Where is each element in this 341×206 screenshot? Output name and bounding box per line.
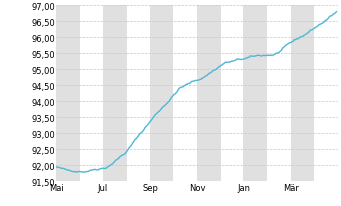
Bar xyxy=(56,6,80,181)
Bar xyxy=(243,6,267,181)
Bar xyxy=(197,6,221,181)
Bar xyxy=(291,6,314,181)
Bar xyxy=(103,6,127,181)
Bar xyxy=(150,6,173,181)
